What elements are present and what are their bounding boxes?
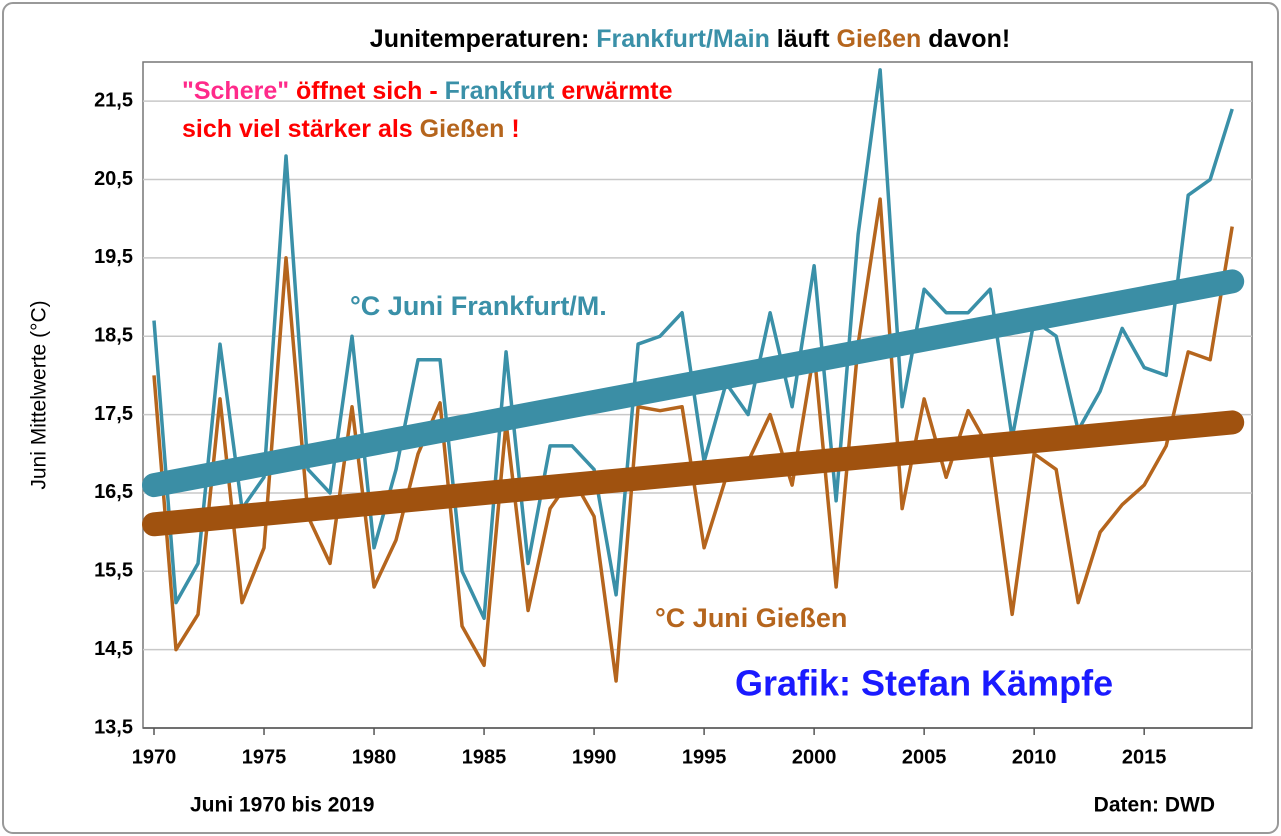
y-tick-label: 21,5 bbox=[94, 89, 133, 111]
title-part: läuft bbox=[770, 25, 837, 53]
subtitle: "Schere" öffnet sich - Frankfurt erwärmt… bbox=[182, 77, 673, 105]
title-part: Junitemperaturen: bbox=[370, 25, 596, 53]
x-tick-label: 2005 bbox=[902, 746, 947, 768]
chart-title: Junitemperaturen: Frankfurt/Main läuft G… bbox=[370, 25, 1010, 53]
subtitle-part: ! bbox=[504, 115, 519, 143]
y-tick-label: 18,5 bbox=[94, 325, 133, 347]
y-tick-label: 14,5 bbox=[94, 638, 133, 660]
y-axis-label: Juni Mittelwerte (°C) bbox=[28, 300, 51, 489]
credit: Grafik: Stefan Kämpfe bbox=[735, 663, 1113, 704]
trend-line bbox=[142, 269, 1245, 498]
x-note: Juni 1970 bis 2019 bbox=[190, 794, 374, 817]
x-tick-label: 2010 bbox=[1012, 746, 1057, 768]
y-tick-label: 17,5 bbox=[94, 403, 133, 425]
title-part: davon! bbox=[921, 25, 1010, 53]
title-part: Frankfurt/Main bbox=[596, 25, 770, 53]
title-part: Gießen bbox=[837, 25, 922, 53]
plot-area bbox=[142, 61, 1253, 729]
trend-line bbox=[142, 410, 1245, 537]
x-tick-label: 1995 bbox=[682, 746, 727, 768]
series-label: °C Juni Gießen bbox=[655, 603, 847, 633]
subtitle-part: sich viel stärker als bbox=[182, 115, 420, 143]
subtitle-part: öffnet sich - bbox=[289, 77, 445, 105]
source: Daten: DWD bbox=[1094, 794, 1215, 817]
subtitle-part: "Schere" bbox=[182, 77, 289, 105]
y-tick-label: 15,5 bbox=[94, 560, 133, 582]
x-tick-label: 2015 bbox=[1122, 746, 1167, 768]
subtitle-part: Frankfurt bbox=[445, 77, 555, 105]
x-tick-label: 1990 bbox=[572, 746, 617, 768]
series-label: °C Juni Frankfurt/M. bbox=[350, 291, 607, 321]
subtitle-part: erwärmte bbox=[554, 77, 672, 105]
y-tick-label: 16,5 bbox=[94, 481, 133, 503]
x-tick-label: 1980 bbox=[352, 746, 397, 768]
x-tick-label: 1985 bbox=[462, 746, 507, 768]
x-tick-label: 1975 bbox=[242, 746, 287, 768]
x-tick-label: 2000 bbox=[792, 746, 837, 768]
subtitle: sich viel stärker als Gießen ! bbox=[182, 115, 520, 143]
y-tick-label: 13,5 bbox=[94, 716, 133, 738]
y-tick-label: 20,5 bbox=[94, 168, 133, 190]
y-tick-label: 19,5 bbox=[94, 246, 133, 268]
subtitle-part: Gießen bbox=[420, 115, 505, 143]
x-tick-label: 1970 bbox=[132, 746, 177, 768]
